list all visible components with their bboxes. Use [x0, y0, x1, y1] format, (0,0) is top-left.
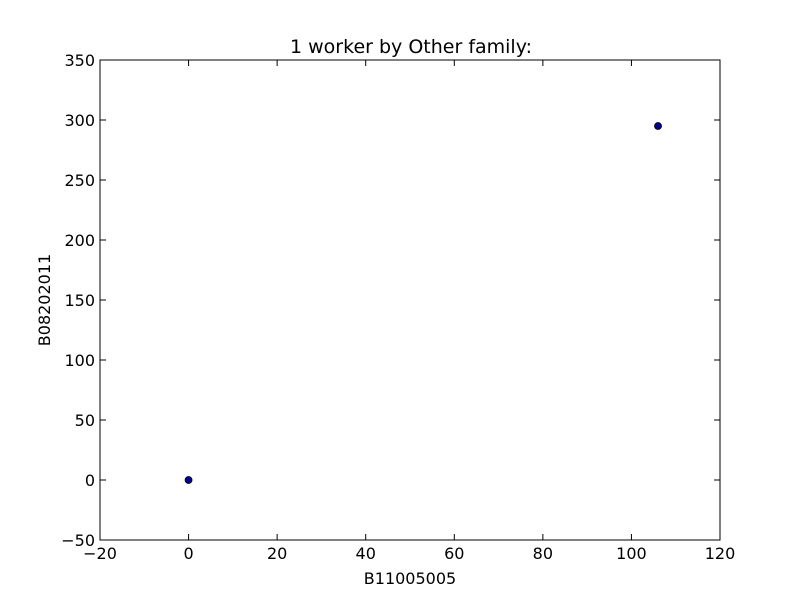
x-tick-label: 80 — [533, 544, 553, 563]
plot-frame — [99, 59, 721, 541]
y-tick-label: 200 — [64, 231, 95, 250]
x-tick-label: 0 — [183, 544, 193, 563]
y-tick-label: 150 — [64, 291, 95, 310]
y-tick-label: −50 — [61, 531, 95, 550]
data-point — [654, 122, 662, 130]
data-point — [184, 476, 193, 484]
chart-title: 1 worker by Other family: — [290, 36, 532, 58]
y-axis-label: B08202011 — [35, 254, 54, 346]
x-tick-label: 60 — [444, 544, 464, 563]
y-tick-label: 250 — [64, 171, 95, 190]
y-tick-label: 50 — [75, 411, 95, 430]
x-axis-label: B11005005 — [364, 569, 456, 588]
x-tick-label: −20 — [83, 544, 117, 563]
x-tick-label: 120 — [705, 544, 736, 563]
x-tick-label: 40 — [356, 544, 376, 563]
plot-area: −20 0 20 40 60 80 100 120 −50 0 50 100 150 200 250 300 3… — [61, 51, 735, 563]
x-tick-label: 20 — [267, 544, 287, 563]
y-tick-label: 300 — [64, 111, 95, 130]
y-tick-label: 350 — [64, 51, 95, 70]
y-tick-label: 100 — [64, 351, 95, 370]
y-tick-label: 0 — [85, 471, 95, 490]
x-tick-label: 100 — [616, 544, 647, 563]
